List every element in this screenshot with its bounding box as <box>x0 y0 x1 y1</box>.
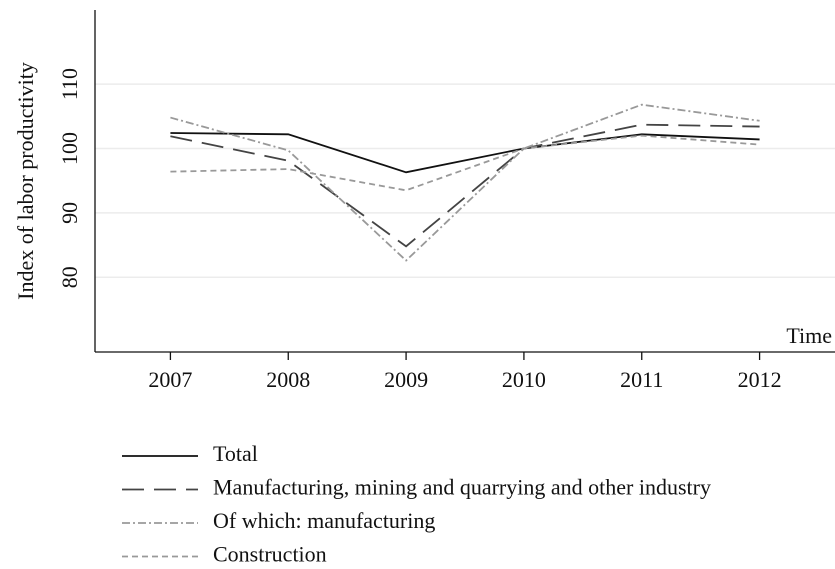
series-line <box>170 132 760 174</box>
y-tick-label: 90 <box>57 202 82 224</box>
series-line <box>170 134 760 192</box>
legend-label: Construction <box>213 542 327 567</box>
x-axis-label: Time <box>786 323 832 348</box>
x-tick-label: 2011 <box>620 367 663 392</box>
x-tick-label: 2008 <box>266 367 310 392</box>
x-tick-label: 2012 <box>738 367 782 392</box>
y-tick-label: 80 <box>57 266 82 288</box>
y-tick-label: 100 <box>57 132 82 165</box>
x-tick-label: 2010 <box>502 367 546 392</box>
y-axis-label: Index of labor productivity <box>13 62 38 300</box>
series-line <box>170 103 760 262</box>
legend-label: Of which: manufacturing <box>213 508 435 533</box>
series-line <box>170 123 760 248</box>
y-tick-label: 110 <box>57 68 82 100</box>
x-tick-label: 2007 <box>148 367 192 392</box>
x-tick-label: 2009 <box>384 367 428 392</box>
legend-label: Manufacturing, mining and quarrying and … <box>213 475 711 500</box>
legend-label: Total <box>213 441 258 466</box>
